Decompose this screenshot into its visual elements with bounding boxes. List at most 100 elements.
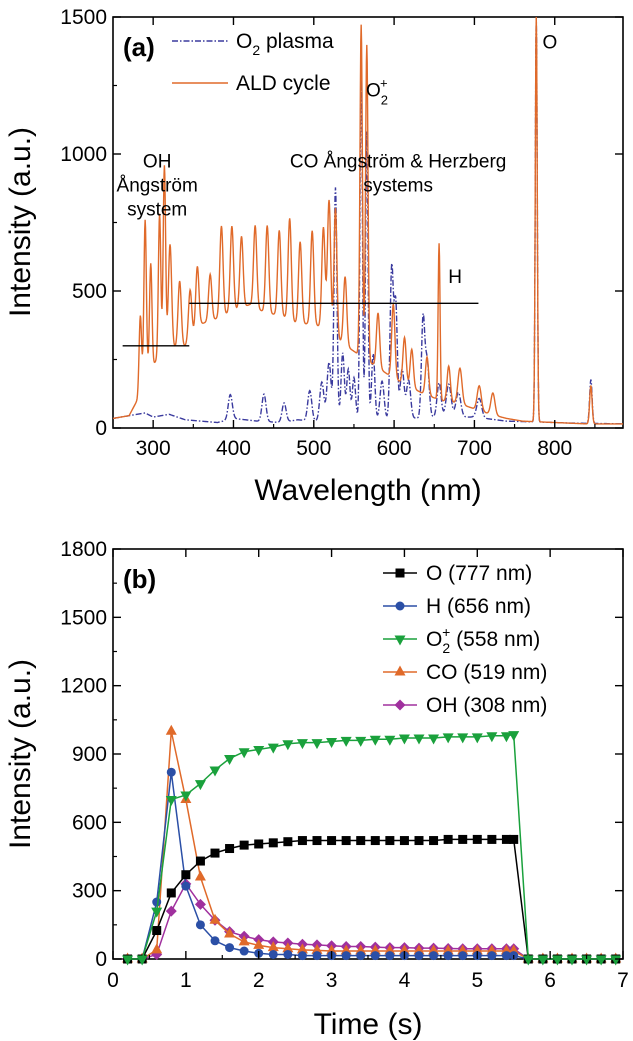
data-point-square bbox=[443, 834, 453, 844]
data-point-triangle-down bbox=[282, 740, 294, 751]
data-point-circle bbox=[283, 949, 293, 959]
panel-a-y-axis-label: Intensity (a.u.) bbox=[4, 127, 37, 317]
data-point-square bbox=[414, 836, 424, 846]
panel-a-x-axis-label: Wavelength (nm) bbox=[254, 474, 481, 507]
data-point-circle bbox=[166, 767, 176, 777]
y-tick-label: 1200 bbox=[60, 675, 107, 698]
data-point-circle bbox=[341, 951, 351, 961]
data-point-triangle-down bbox=[296, 739, 308, 750]
data-point-square bbox=[458, 834, 468, 844]
data-point-triangle-down bbox=[224, 755, 236, 766]
data-point-triangle-down bbox=[551, 955, 563, 966]
data-point-triangle-down bbox=[581, 955, 593, 966]
data-point-circle bbox=[443, 951, 453, 961]
data-point-triangle-down bbox=[384, 735, 396, 746]
data-point-triangle-up bbox=[267, 941, 279, 952]
data-point-circle bbox=[395, 601, 405, 611]
data-point-triangle-down bbox=[508, 731, 520, 742]
data-point-triangle-up bbox=[311, 943, 323, 954]
data-point-triangle-up bbox=[151, 943, 163, 954]
data-point-triangle-down bbox=[311, 739, 323, 750]
data-point-diamond bbox=[194, 898, 206, 910]
data-point-square bbox=[254, 839, 264, 849]
data-point-triangle-up bbox=[224, 927, 236, 938]
panel-b-x-axis-label: Time (s) bbox=[314, 1008, 423, 1041]
x-tick-label: 600 bbox=[377, 437, 412, 460]
data-point-square bbox=[341, 836, 351, 846]
panel-b-series bbox=[122, 724, 622, 966]
panel-b-x-ticks: 0 1 2 3 4 5 6 7 bbox=[107, 549, 629, 992]
y-tick-label: 900 bbox=[72, 743, 107, 766]
x-tick-label: 5 bbox=[471, 969, 483, 992]
data-point-triangle-down bbox=[355, 736, 367, 747]
panel-b-y-axis-label: Intensity (a.u.) bbox=[4, 659, 37, 849]
data-point-square bbox=[312, 836, 322, 846]
data-point-circle bbox=[458, 951, 468, 961]
data-point-square bbox=[395, 568, 405, 578]
data-point-circle bbox=[385, 951, 395, 961]
data-point-square bbox=[327, 836, 337, 846]
panel-a-x-ticks: 300 400 500 600 700 800 bbox=[136, 17, 596, 460]
data-point-triangle-up bbox=[238, 935, 250, 946]
data-point-triangle-down bbox=[209, 766, 221, 777]
data-point-triangle-up bbox=[165, 724, 177, 735]
x-tick-label: 500 bbox=[296, 437, 331, 460]
data-point-square bbox=[370, 836, 380, 846]
data-point-triangle-down bbox=[486, 732, 498, 743]
panel-a-y-ticks: 0 500 1000 1500 bbox=[60, 6, 623, 440]
x-tick-label: 7 bbox=[617, 969, 629, 992]
y-tick-label: 1500 bbox=[60, 6, 107, 29]
data-point-triangle-down bbox=[136, 955, 148, 966]
data-point-square bbox=[225, 844, 235, 854]
data-point-square bbox=[152, 926, 162, 936]
data-point-circle bbox=[312, 951, 322, 961]
y-tick-label: 600 bbox=[72, 811, 107, 834]
data-point-circle bbox=[487, 951, 497, 961]
data-point-diamond bbox=[394, 699, 406, 711]
data-point-triangle-down bbox=[267, 743, 279, 754]
data-point-triangle-up bbox=[209, 913, 221, 924]
annotation-text: O bbox=[543, 33, 558, 54]
series-line-circle bbox=[127, 772, 616, 960]
data-point-triangle-down bbox=[340, 736, 352, 747]
data-point-circle bbox=[297, 951, 307, 961]
data-point-triangle-down bbox=[151, 907, 163, 918]
data-point-square bbox=[210, 848, 220, 858]
data-point-triangle-down bbox=[610, 955, 622, 966]
data-point-circle bbox=[239, 946, 249, 956]
data-point-square bbox=[356, 836, 366, 846]
data-point-triangle-down bbox=[500, 732, 512, 743]
data-point-triangle-down bbox=[442, 733, 454, 744]
panel-b-y-ticks: 0 300 600 900 1200 1500 1800 bbox=[60, 538, 623, 971]
y-tick-label: 300 bbox=[72, 880, 107, 903]
data-point-triangle-up bbox=[296, 943, 308, 954]
data-point-triangle-down bbox=[369, 735, 381, 746]
data-point-triangle-down bbox=[428, 734, 440, 745]
annotation-text: H bbox=[448, 267, 462, 288]
data-point-triangle-down bbox=[165, 796, 177, 807]
data-point-square bbox=[166, 888, 176, 898]
data-point-triangle-down bbox=[537, 955, 549, 966]
data-point-circle bbox=[152, 897, 162, 907]
data-point-square bbox=[268, 838, 278, 848]
x-tick-label: 800 bbox=[537, 437, 572, 460]
annotation-text: system bbox=[127, 200, 187, 221]
data-point-square bbox=[385, 836, 395, 846]
data-point-square bbox=[283, 837, 293, 847]
data-point-circle bbox=[268, 949, 278, 959]
y-tick-label: 1500 bbox=[60, 606, 107, 629]
data-point-triangle-down bbox=[238, 748, 250, 759]
legend-label: OH (308 nm) bbox=[426, 694, 547, 717]
data-point-triangle-down bbox=[122, 955, 134, 966]
y-tick-label: 500 bbox=[72, 280, 107, 303]
annotation-text: Ångström bbox=[117, 176, 198, 197]
data-point-circle bbox=[181, 881, 191, 891]
x-tick-label: 0 bbox=[107, 969, 119, 992]
data-point-triangle-up bbox=[282, 942, 294, 953]
y-tick-label: 1000 bbox=[60, 143, 107, 166]
data-point-square bbox=[501, 834, 511, 844]
data-point-triangle-down bbox=[253, 745, 265, 756]
data-point-square bbox=[181, 870, 191, 880]
y-tick-label: 0 bbox=[95, 417, 107, 440]
